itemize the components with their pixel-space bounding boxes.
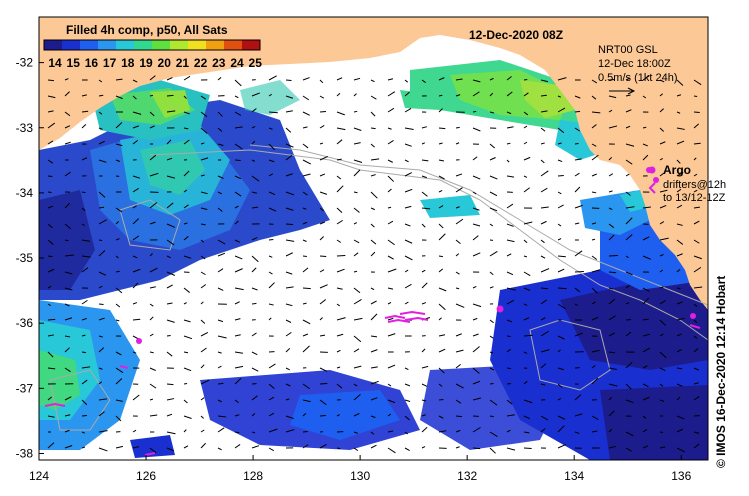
current-vectors	[47, 75, 703, 454]
colorbar-tick-label: 14	[48, 56, 62, 70]
colorbar	[43, 39, 261, 51]
y-tick-label: -37	[16, 381, 34, 395]
colorbar-segment	[188, 40, 207, 50]
y-axis: -32 -33 -34 -35 -36 -37 -38	[16, 56, 44, 460]
scale-arrow	[609, 87, 636, 95]
x-tick-label: 126	[136, 469, 156, 483]
plot-frame	[38, 16, 709, 461]
y-tick-label: -32	[16, 56, 34, 70]
colorbar-segment	[80, 40, 99, 50]
colorbar-tick-labels: 14 15 16 17 18 19 20 21 22 23 24 25	[48, 56, 262, 70]
argo-float-marker	[653, 177, 659, 183]
y-tick-label: -33	[16, 121, 34, 135]
argo-legend-label: Argo	[663, 163, 691, 177]
colorbar-segment	[134, 40, 153, 50]
imos-credit: © IMOS 16-Dec-2020 12:14 Hobart	[714, 275, 728, 468]
colorbar-segment	[152, 40, 171, 50]
y-tick-label: -36	[16, 316, 34, 330]
colorbar-segment	[224, 40, 243, 50]
argo-float-marker	[690, 313, 696, 319]
drifter-legend-line2: to 13/12-12Z	[663, 192, 726, 204]
argo-float-marker	[136, 338, 142, 344]
scale-label: 0.5m/s (1kt 24h)	[598, 72, 677, 84]
map-title: 12-Dec-2020 08Z	[469, 28, 563, 42]
drifter-tracks	[44, 310, 701, 456]
colorbar-tick-label: 15	[67, 56, 81, 70]
colorbar-tick-label: 23	[212, 56, 226, 70]
colorbar-segment	[242, 40, 261, 50]
colorbar-tick-label: 24	[230, 56, 244, 70]
colorbar-tick-label: 20	[158, 56, 172, 70]
colorbar-segment	[170, 40, 189, 50]
product-time: 12-Dec 18:00Z	[598, 58, 671, 70]
colorbar-segment	[62, 40, 81, 50]
x-tick-label: 124	[29, 469, 49, 483]
x-tick-label: 136	[671, 469, 691, 483]
colorbar-segment	[98, 40, 117, 50]
x-tick-label: 130	[350, 469, 370, 483]
argo-float-marker	[496, 305, 504, 313]
plot-area	[39, 17, 708, 460]
sst-field	[39, 60, 708, 460]
y-tick-label: -34	[16, 186, 34, 200]
colorbar-tick-label: 19	[139, 56, 153, 70]
product-label: NRT00 GSL	[598, 44, 658, 56]
x-tick-label: 134	[564, 469, 584, 483]
y-tick-label: -35	[16, 251, 34, 265]
colorbar-segment	[206, 40, 225, 50]
y-tick-label: -38	[16, 446, 34, 460]
x-tick-label: 132	[457, 469, 477, 483]
x-tick-label: 128	[243, 469, 263, 483]
colorbar-tick-label: 21	[176, 56, 190, 70]
drifter-legend-line1: drifters@12h	[663, 179, 726, 191]
colorbar-title: Filled 4h comp, p50, All Sats	[66, 23, 228, 37]
colorbar-segment	[44, 40, 63, 50]
colorbar-tick-label: 16	[85, 56, 99, 70]
drifter-legend-icon	[648, 182, 656, 194]
colorbar-tick-label: 22	[194, 56, 208, 70]
colorbar-tick-label: 25	[249, 56, 263, 70]
colorbar-tick-label: 18	[121, 56, 135, 70]
colorbar-tick-label: 17	[103, 56, 117, 70]
colorbar-segment	[116, 40, 135, 50]
x-axis: 124 126 128 130 132 134 136	[29, 455, 692, 483]
argo-legend-icon	[648, 166, 656, 174]
